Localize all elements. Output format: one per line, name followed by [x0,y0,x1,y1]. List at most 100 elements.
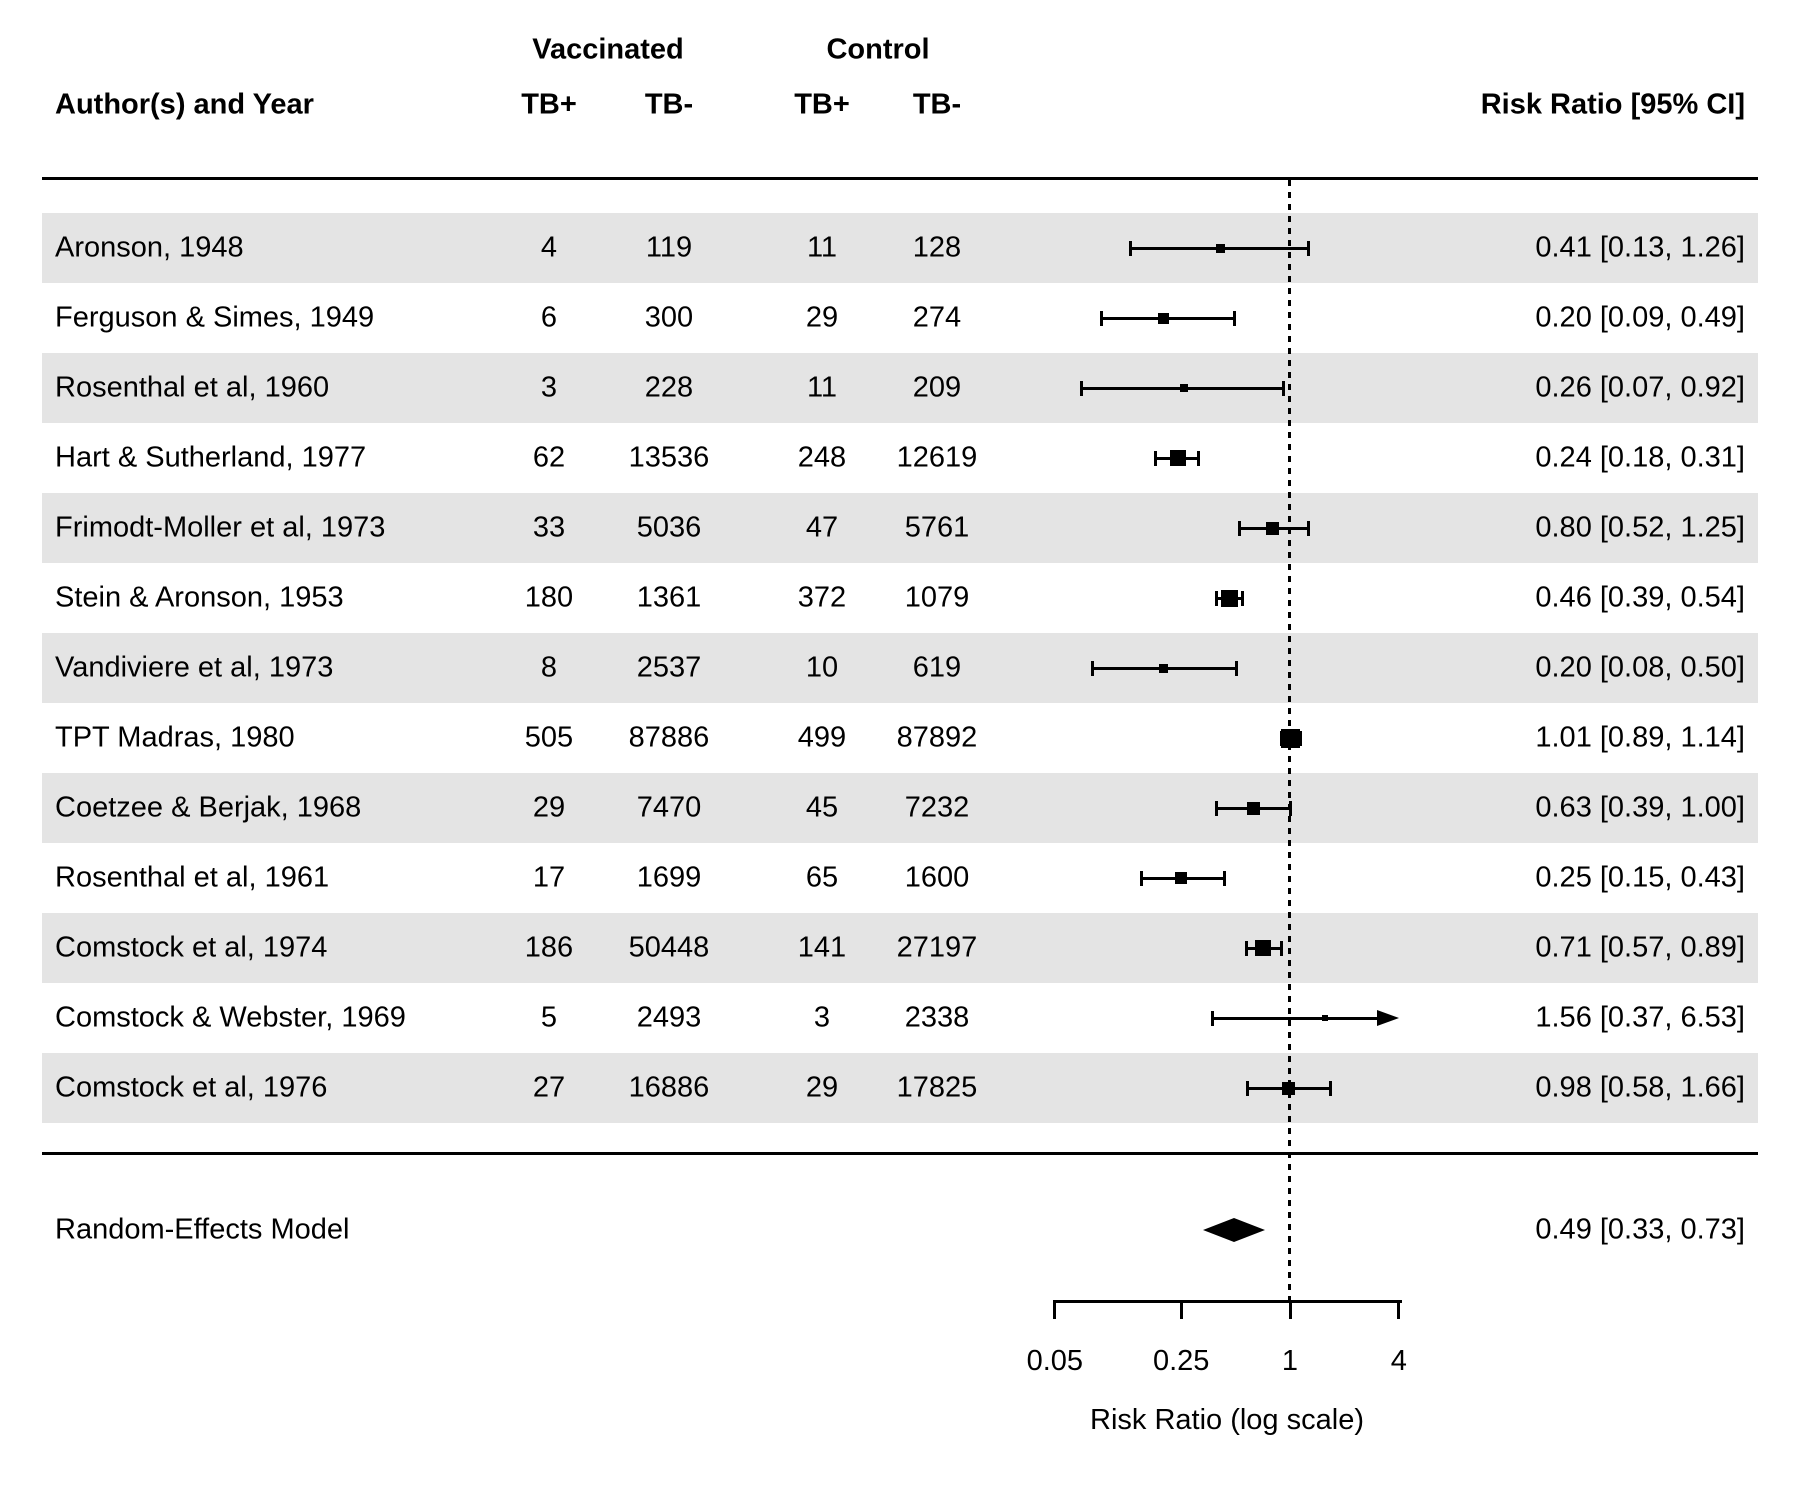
count-control-tb-neg: 619 [912,651,962,684]
study-row: Aronson, 1948 4 119 11 128 0.41 [0.13, 1.26] [42,213,1758,283]
effect-estimate-text: 1.01 [0.89, 1.14] [1535,721,1745,754]
count-control-tb-neg: 87892 [896,721,978,754]
ci-cap-right [1222,870,1226,886]
count-vaccinated-tb-neg: 228 [644,371,694,404]
x-axis-tick-label: 0.05 [1026,1345,1084,1377]
study-row: Rosenthal et al, 1960 3 228 11 209 0.26 [0.07… [42,353,1758,423]
study-row: Coetzee & Berjak, 1968 29 7470 45 7232 0.63 [… [42,773,1758,843]
x-axis-tick-label: 0.25 [1152,1345,1210,1377]
ci-cap-left [1215,800,1219,816]
study-author: Comstock & Webster, 1969 [55,1001,406,1034]
count-vaccinated-tb-neg: 300 [644,301,694,334]
effect-estimate-text: 0.26 [0.07, 0.92] [1535,371,1745,404]
vaccinated-tbpos-header: TB+ [521,88,577,121]
ci-cap-left [1237,520,1241,536]
control-tbneg-header: TB- [912,88,962,121]
count-control-tb-pos: 10 [805,651,839,684]
ci-cap-left [1244,940,1248,956]
summary-model-label: Random-Effects Model [55,1213,350,1246]
count-vaccinated-tb-pos: 17 [532,861,566,894]
count-vaccinated-tb-pos: 6 [540,301,558,334]
study-author: Frimodt-Moller et al, 1973 [55,511,386,544]
ci-cap-left [1210,1010,1214,1026]
count-control-tb-neg: 5761 [904,511,970,544]
count-control-tb-pos: 29 [805,1071,839,1104]
count-vaccinated-tb-neg: 87886 [628,721,710,754]
ci-cap-left [1215,590,1219,606]
effect-estimate-text: 0.63 [0.39, 1.00] [1535,791,1745,824]
ci-cap-right [1306,520,1310,536]
effect-estimate-text: 0.80 [0.52, 1.25] [1535,511,1745,544]
header-separator-rule [42,177,1758,180]
effect-estimate-text: 0.41 [0.13, 1.26] [1535,231,1745,264]
study-author: Rosenthal et al, 1961 [55,861,330,894]
study-author: Aronson, 1948 [55,231,244,264]
count-vaccinated-tb-neg: 13536 [628,441,710,474]
ci-cap-right [1289,800,1292,816]
count-control-tb-neg: 1600 [904,861,970,894]
ci-cap-right [1282,380,1286,396]
x-axis-tick [1053,1300,1057,1319]
count-control-tb-neg: 1079 [904,581,970,614]
count-control-tb-pos: 11 [806,231,838,264]
study-author: TPT Madras, 1980 [55,721,295,754]
vaccinated-tbneg-header: TB- [644,88,694,121]
point-estimate-marker [1281,728,1301,748]
count-control-tb-neg: 209 [912,371,962,404]
count-vaccinated-tb-pos: 505 [524,721,574,754]
study-row: Comstock et al, 1974 186 50448 141 27197 0.71… [42,913,1758,983]
point-estimate-marker [1215,243,1225,253]
vaccinated-group-header: Vaccinated [532,33,684,66]
ci-cap-right [1279,940,1283,956]
effect-column-header: Risk Ratio [95% CI] [1480,88,1745,121]
count-vaccinated-tb-pos: 4 [540,231,558,264]
study-author: Vandiviere et al, 1973 [55,651,334,684]
ci-cap-left [1128,240,1132,256]
effect-estimate-text: 0.20 [0.09, 0.49] [1535,301,1745,334]
effect-estimate-text: 0.24 [0.18, 0.31] [1535,441,1745,474]
control-tbpos-header: TB+ [794,88,850,121]
x-axis-tick [1179,1300,1183,1319]
effect-estimate-text: 1.56 [0.37, 6.53] [1535,1001,1745,1034]
point-estimate-marker [1159,663,1169,673]
study-row: Stein & Aronson, 1953 180 1361 372 1079 0.46 … [42,563,1758,633]
count-vaccinated-tb-pos: 180 [524,581,574,614]
ci-cap-right [1197,450,1201,466]
ci-cap-right [1233,310,1236,326]
study-row: Rosenthal et al, 1961 17 1699 65 1600 0.25 [0… [42,843,1758,913]
effect-estimate-text: 0.20 [0.08, 0.50] [1535,651,1745,684]
count-vaccinated-tb-neg: 1361 [636,581,702,614]
count-control-tb-neg: 12619 [896,441,978,474]
count-vaccinated-tb-pos: 33 [532,511,566,544]
study-row: TPT Madras, 1980 505 87886 499 87892 1.01 [0.… [42,703,1758,773]
count-control-tb-neg: 128 [912,231,962,264]
count-vaccinated-tb-neg: 119 [645,231,693,264]
study-author: Stein & Aronson, 1953 [55,581,344,614]
ci-cap-right [1234,660,1238,676]
point-estimate-marker [1265,521,1279,535]
count-control-tb-pos: 47 [805,511,839,544]
point-estimate-marker [1321,1015,1328,1021]
count-control-tb-neg: 2338 [904,1001,970,1034]
count-vaccinated-tb-neg: 2537 [636,651,702,684]
count-control-tb-neg: 274 [912,301,962,334]
point-estimate-marker [1255,940,1272,956]
study-author: Ferguson & Simes, 1949 [55,301,375,334]
study-author: Rosenthal et al, 1960 [55,371,330,404]
x-axis-tick-label: 4 [1390,1345,1407,1377]
count-vaccinated-tb-pos: 62 [532,441,566,474]
summary-diamond-icon [1203,1218,1265,1242]
count-control-tb-neg: 17825 [896,1071,978,1104]
study-row: Vandiviere et al, 1973 8 2537 10 619 0.20 [0.… [42,633,1758,703]
count-vaccinated-tb-neg: 1699 [636,861,702,894]
footer-separator-rule [42,1152,1758,1155]
ci-arrow-right-icon [1377,1010,1399,1026]
count-vaccinated-tb-pos: 3 [540,371,558,404]
ci-cap-left [1154,450,1158,466]
count-vaccinated-tb-neg: 7470 [636,791,702,824]
study-row: Frimodt-Moller et al, 1973 33 5036 47 5761 0.… [42,493,1758,563]
x-axis-tick-label: 1 [1281,1345,1299,1377]
count-control-tb-pos: 45 [805,791,839,824]
study-author: Comstock et al, 1976 [55,1071,328,1104]
